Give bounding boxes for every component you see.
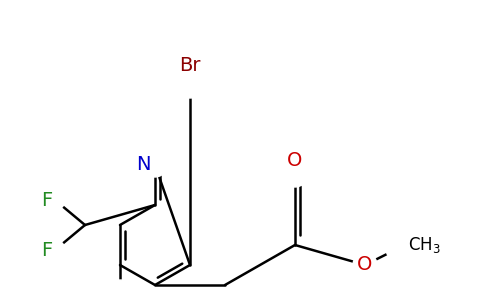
Circle shape [45,240,65,260]
Circle shape [45,190,65,210]
Circle shape [283,163,307,187]
Text: Br: Br [179,56,201,75]
Text: CH$_3$: CH$_3$ [408,235,441,255]
Text: F: F [41,241,52,260]
Circle shape [100,280,140,300]
Text: O: O [357,256,373,274]
Text: N: N [136,155,151,175]
Text: O: O [287,151,302,170]
Circle shape [143,153,167,177]
Circle shape [172,62,208,98]
Text: F: F [41,190,52,209]
Circle shape [353,253,377,277]
Circle shape [385,225,425,265]
